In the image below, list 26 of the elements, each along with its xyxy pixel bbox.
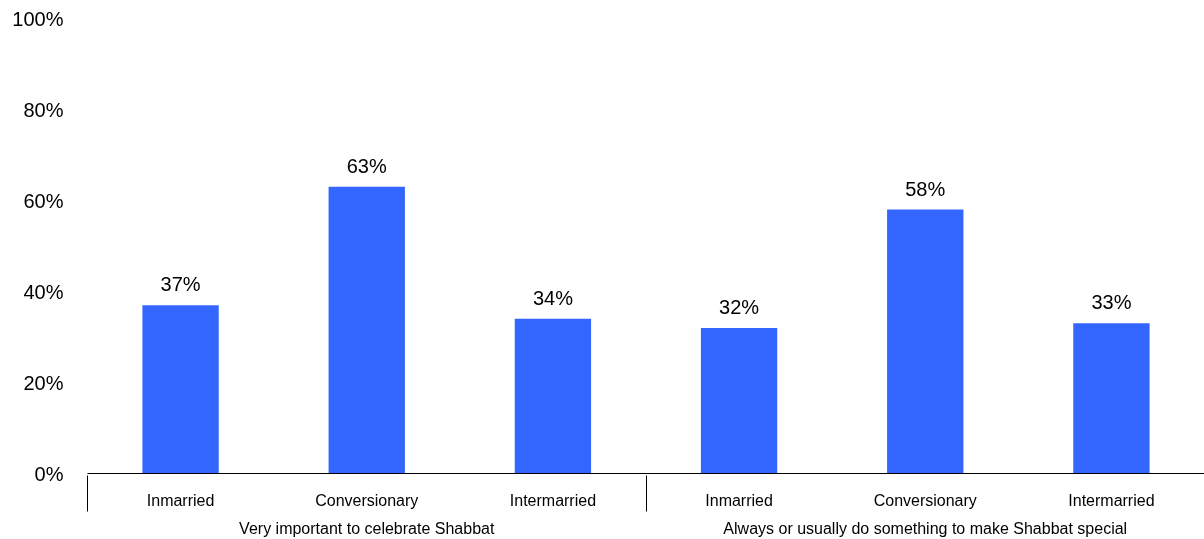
data-label: 58% (905, 177, 946, 200)
data-label: 34% (532, 286, 574, 309)
data-label: 63% (346, 154, 387, 177)
bar (514, 318, 592, 474)
bar (887, 209, 964, 474)
text: Very important to celebrate Shabbat (239, 519, 495, 537)
bar (700, 327, 778, 474)
text: Always or usually do something to make Shabbat special (723, 519, 1128, 537)
data-label: 32% (719, 295, 760, 318)
x-tick-label: Inmarried (146, 491, 215, 509)
bar (328, 186, 405, 474)
bar (1073, 323, 1150, 474)
y-tick-label: 80% (23, 98, 64, 121)
y-tick-label: 20% (23, 371, 64, 394)
bar (142, 305, 219, 474)
x-tick-label: Inmarried (705, 491, 773, 509)
x-tick-label: Intermarried (1068, 491, 1155, 509)
x-tick-label: Conversionary (315, 491, 419, 509)
x-tick-label: Intermarried (509, 491, 597, 509)
x-tick-label: Conversionary (873, 491, 977, 509)
data-label: 33% (1091, 291, 1132, 314)
y-tick-label: 40% (23, 280, 64, 303)
y-tick-label: 0% (34, 462, 64, 485)
y-tick-label: 100% (12, 7, 64, 30)
y-tick-label: 60% (23, 189, 64, 212)
data-label: 37% (160, 273, 201, 296)
